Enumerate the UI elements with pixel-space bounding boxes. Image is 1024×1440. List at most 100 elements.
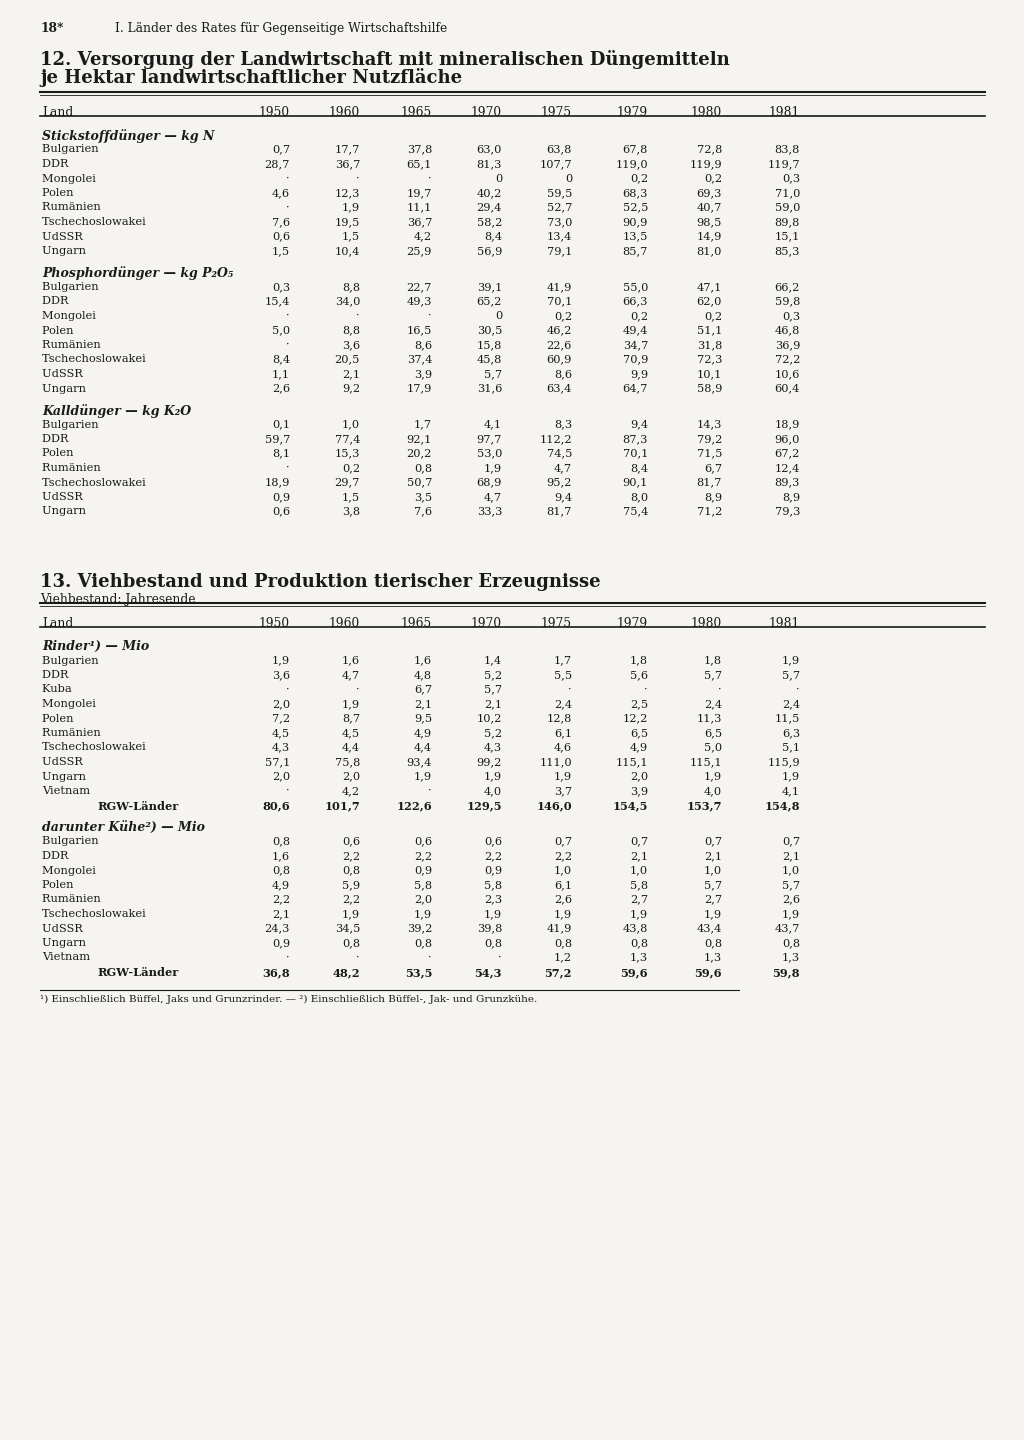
Text: 2,0: 2,0 [414,894,432,904]
Text: 4,6: 4,6 [554,743,572,753]
Text: 40,2: 40,2 [476,189,502,197]
Text: Bulgarien: Bulgarien [42,419,150,429]
Text: Polen: Polen [42,325,138,336]
Text: 19,7: 19,7 [407,189,432,197]
Text: 71,5: 71,5 [696,448,722,458]
Text: 5,0: 5,0 [272,325,290,336]
Text: ·: · [568,684,572,694]
Text: 49,4: 49,4 [623,325,648,336]
Text: 15,3: 15,3 [335,448,360,458]
Text: 1,9: 1,9 [554,909,572,919]
Text: 11,5: 11,5 [774,713,800,723]
Text: 0,2: 0,2 [554,311,572,321]
Text: 28,7: 28,7 [264,158,290,168]
Text: 59,0: 59,0 [774,203,800,213]
Text: 112,2: 112,2 [540,433,572,444]
Text: 7,6: 7,6 [414,507,432,517]
Text: 0,2: 0,2 [630,173,648,183]
Text: 37,8: 37,8 [407,144,432,154]
Text: 11,3: 11,3 [696,713,722,723]
Text: 53,0: 53,0 [476,448,502,458]
Text: 0,7: 0,7 [782,837,800,847]
Text: 20,2: 20,2 [407,448,432,458]
Text: DDR: DDR [42,851,141,861]
Text: 45,8: 45,8 [476,354,502,364]
Text: ·: · [428,786,432,796]
Text: 12,8: 12,8 [547,713,572,723]
Text: 0: 0 [565,173,572,183]
Text: 0: 0 [495,173,502,183]
Text: ·: · [428,311,432,321]
Text: Ungarn: Ungarn [42,383,144,393]
Text: 5,7: 5,7 [703,880,722,890]
Text: ·: · [719,684,722,694]
Text: 85,3: 85,3 [774,246,800,256]
Text: 146,0: 146,0 [537,801,572,812]
Text: 10,4: 10,4 [335,246,360,256]
Text: Polen: Polen [42,189,138,197]
Text: 24,3: 24,3 [264,923,290,933]
Text: 1979: 1979 [616,616,648,631]
Text: 1,9: 1,9 [414,772,432,782]
Text: Ungarn: Ungarn [42,937,144,948]
Text: Rumänien: Rumänien [42,729,147,737]
Text: 66,2: 66,2 [774,282,800,292]
Text: 58,2: 58,2 [476,217,502,228]
Text: 13,4: 13,4 [547,232,572,242]
Text: Rinder¹) — Mio: Rinder¹) — Mio [42,639,150,652]
Text: 2,6: 2,6 [782,894,800,904]
Text: 1,9: 1,9 [484,772,502,782]
Text: 18,9: 18,9 [264,478,290,488]
Text: 3,7: 3,7 [554,786,572,796]
Text: 5,8: 5,8 [414,880,432,890]
Text: 18*: 18* [40,22,63,35]
Text: 39,8: 39,8 [476,923,502,933]
Text: 115,9: 115,9 [767,757,800,768]
Text: 55,0: 55,0 [623,282,648,292]
Text: 8,6: 8,6 [414,340,432,350]
Text: 71,0: 71,0 [774,189,800,197]
Text: 2,2: 2,2 [342,894,360,904]
Text: 5,9: 5,9 [342,880,360,890]
Text: 4,4: 4,4 [414,743,432,753]
Text: 1,2: 1,2 [554,952,572,962]
Text: 4,6: 4,6 [272,189,290,197]
Text: 5,5: 5,5 [554,670,572,680]
Text: 52,5: 52,5 [623,203,648,213]
Text: 0,8: 0,8 [342,865,360,876]
Text: 0,9: 0,9 [484,865,502,876]
Text: 51,1: 51,1 [696,325,722,336]
Text: 1,9: 1,9 [782,909,800,919]
Text: Kuba: Kuba [42,684,137,694]
Text: 11,1: 11,1 [407,203,432,213]
Text: 1,0: 1,0 [703,865,722,876]
Text: 153,7: 153,7 [686,801,722,812]
Text: ·: · [287,464,290,472]
Text: 95,2: 95,2 [547,478,572,488]
Text: 57,2: 57,2 [545,968,572,978]
Text: 1,0: 1,0 [630,865,648,876]
Text: 81,7: 81,7 [547,507,572,517]
Text: 2,6: 2,6 [272,383,290,393]
Text: 17,9: 17,9 [407,383,432,393]
Text: 69,3: 69,3 [696,189,722,197]
Text: 2,2: 2,2 [554,851,572,861]
Text: 70,9: 70,9 [623,354,648,364]
Text: 1,8: 1,8 [703,655,722,665]
Text: 0,7: 0,7 [703,837,722,847]
Text: 1,3: 1,3 [703,952,722,962]
Text: 4,3: 4,3 [272,743,290,753]
Text: 0: 0 [495,311,502,321]
Text: 1,9: 1,9 [782,655,800,665]
Text: 13,5: 13,5 [623,232,648,242]
Text: Polen: Polen [42,448,138,458]
Text: 1,5: 1,5 [342,232,360,242]
Text: 2,7: 2,7 [703,894,722,904]
Text: 0,9: 0,9 [272,937,290,948]
Text: 1,9: 1,9 [630,909,648,919]
Text: 67,2: 67,2 [774,448,800,458]
Text: 34,0: 34,0 [335,297,360,307]
Text: 4,3: 4,3 [484,743,502,753]
Text: 81,3: 81,3 [476,158,502,168]
Text: 107,7: 107,7 [540,158,572,168]
